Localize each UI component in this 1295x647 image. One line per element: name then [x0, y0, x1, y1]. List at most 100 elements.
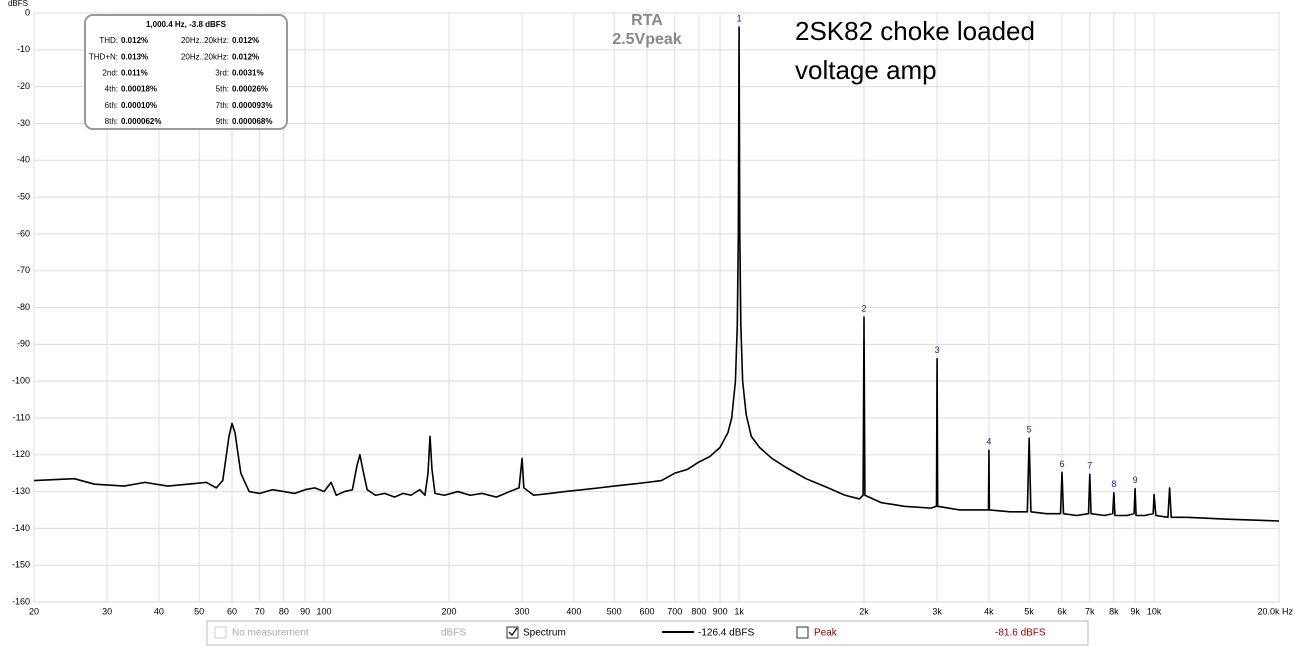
x-tick-label: 10k — [1147, 606, 1162, 616]
y-tick-label: -90 — [17, 339, 30, 349]
annotation: voltage amp — [795, 55, 937, 85]
harmonic-label: 9 — [1133, 475, 1138, 485]
info-box — [84, 14, 288, 130]
info-label: 6th: — [105, 101, 118, 110]
legend-item: Spectrum — [523, 628, 566, 639]
legend-item: Peak — [814, 628, 838, 639]
y-tick-label: -40 — [17, 155, 30, 165]
x-tick-label: 4k — [984, 606, 994, 616]
x-tick-label: 300 — [515, 606, 530, 616]
x-tick-label: 5k — [1024, 606, 1034, 616]
checkbox[interactable] — [506, 626, 519, 639]
info-label: 2nd: — [102, 69, 118, 78]
chart-title: RTA — [631, 12, 663, 29]
x-tick-label: 200 — [441, 606, 456, 616]
x-tick-label: 600 — [639, 606, 654, 616]
y-tick-label: -130 — [12, 486, 30, 496]
info-value: 0.000093% — [232, 101, 272, 110]
info-value: 0.012% — [232, 36, 259, 45]
x-tick-label: 100 — [317, 606, 332, 616]
y-tick-label: -70 — [17, 265, 30, 275]
y-tick-label: -30 — [17, 118, 30, 128]
legend-bar — [206, 620, 1089, 646]
x-tick-label: 500 — [607, 606, 622, 616]
spectrum-line — [33, 26, 1280, 522]
chart-subtitle: 2.5Vpeak — [612, 31, 681, 48]
harmonic-label: 3 — [935, 345, 940, 355]
x-tick-label: 700 — [667, 606, 682, 616]
info-value: 0.012% — [121, 36, 148, 45]
legend-unit: dBFS — [441, 628, 466, 639]
annotation: 2SK82 choke loaded — [795, 16, 1035, 46]
harmonic-label: 8 — [1111, 479, 1116, 489]
y-tick-label: -120 — [12, 449, 30, 459]
info-label: 3rd: — [215, 69, 229, 78]
y-tick-label: -50 — [17, 191, 30, 201]
info-value: 0.00010% — [121, 101, 157, 110]
x-tick-label: 20 — [29, 606, 39, 616]
x-tick-label: 8k — [1109, 606, 1119, 616]
info-rows: THD: 0.012% 20Hz..20kHz: 0.012%THD+N: 0.013%… — [89, 36, 273, 126]
info-value: 0.00026% — [232, 85, 268, 94]
info-title: 1,000.4 Hz, -3.8 dBFS — [146, 20, 227, 29]
info-label: THD+N: — [89, 52, 118, 61]
x-tick-label: 7k — [1085, 606, 1095, 616]
info-label: 4th: — [105, 85, 118, 94]
x-tick-label: 80 — [279, 606, 289, 616]
info-label: 5th: — [216, 85, 229, 94]
info-label: 20Hz..20kHz: — [181, 36, 229, 45]
y-tick-label: -110 — [13, 412, 30, 422]
legend-value: -81.6 dBFS — [995, 628, 1046, 639]
y-tick-label: -80 — [17, 302, 30, 312]
info-value: 0.011% — [121, 69, 148, 78]
info-label: 9th: — [216, 117, 229, 126]
info-label: 8th: — [105, 117, 118, 126]
y-tick-label: -10 — [17, 44, 30, 54]
info-label: 7th: — [216, 101, 229, 110]
x-tick-label: 50 — [194, 606, 204, 616]
x-tick-label: 30 — [102, 606, 112, 616]
marks: 1 2 3 4 5 6 7 8 9 — [33, 13, 1280, 522]
info-value: 0.000068% — [232, 117, 272, 126]
x-tick-label: 2k — [859, 606, 869, 616]
x-tick-label: 900 — [713, 606, 728, 616]
y-tick-label: -60 — [17, 228, 30, 238]
x-tick-label: 20.0k Hz — [1257, 606, 1293, 616]
checkbox[interactable] — [214, 626, 227, 639]
x-tick-label: 1k — [734, 606, 744, 616]
info-label: THD: — [99, 36, 118, 45]
x-tick-label: 6k — [1057, 606, 1067, 616]
y-tick-label: -20 — [17, 81, 30, 91]
info-value: 0.0031% — [232, 69, 264, 78]
x-tick-label: 90 — [300, 606, 310, 616]
x-tick-label: 40 — [154, 606, 164, 616]
checkbox[interactable] — [796, 626, 809, 639]
x-tick-label: 800 — [691, 606, 706, 616]
harmonic-label: 2 — [861, 303, 866, 313]
x-tick-label: 400 — [566, 606, 581, 616]
harmonic-label: 6 — [1059, 459, 1064, 469]
x-tick-label: 3k — [932, 606, 942, 616]
y-tick-label: -160 — [12, 596, 30, 606]
y-tick-label: -150 — [12, 560, 30, 570]
info-value: 0.00018% — [121, 85, 157, 94]
check-mark — [508, 627, 518, 637]
info-label: 20Hz..20kHz: — [181, 52, 229, 61]
y-tick-label: -140 — [12, 523, 30, 533]
harmonic-label: 4 — [986, 437, 991, 447]
grid — [33, 12, 1280, 603]
y-axis-label: dBFS — [8, 0, 28, 8]
x-tick-label: 60 — [227, 606, 237, 616]
info-value: 0.013% — [121, 52, 148, 61]
info-value: 0.012% — [232, 52, 259, 61]
y-tick-label: -100 — [12, 376, 30, 386]
harmonic-label: 5 — [1027, 425, 1032, 435]
y-tick-label: 0 — [25, 7, 30, 17]
x-tick-label: 9k — [1130, 606, 1140, 616]
x-tick-label: 70 — [255, 606, 265, 616]
legend-value: -126.4 dBFS — [698, 628, 754, 639]
harmonic-label: 7 — [1087, 461, 1092, 471]
harmonic-label: 1 — [737, 13, 742, 23]
legend-item: No measurement — [232, 628, 309, 639]
